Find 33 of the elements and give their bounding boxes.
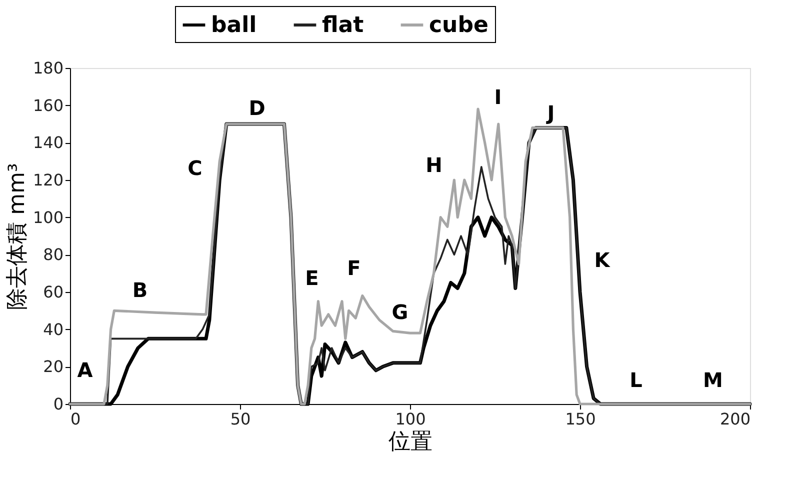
y-axis-title: 除去体積 mm³ <box>4 163 30 310</box>
y-tick-label: 0 <box>53 394 64 414</box>
y-tick-label: 160 <box>32 96 64 115</box>
y-tick-label: 60 <box>43 282 64 302</box>
y-tick-label: 120 <box>32 170 64 190</box>
annotation: C <box>188 156 202 180</box>
y-tick-label: 180 <box>32 58 64 78</box>
legend-label: ball <box>211 13 257 38</box>
annotation: H <box>426 153 442 177</box>
y-tick-label: 140 <box>32 133 64 152</box>
x-tick-label: 50 <box>230 410 251 428</box>
annotation: J <box>545 101 555 125</box>
annotation: L <box>630 368 643 392</box>
annotation: F <box>347 256 361 280</box>
annotation: E <box>305 266 319 290</box>
annotation: D <box>248 96 266 120</box>
x-axis-title: 位置 <box>388 430 432 454</box>
legend-label: flat <box>322 13 364 38</box>
annotation: G <box>392 300 408 324</box>
x-tick-label: 150 <box>565 410 596 428</box>
annotation: M <box>703 368 723 392</box>
x-tick-label: 0 <box>70 410 81 428</box>
annotation: A <box>77 358 94 382</box>
x-tick-label: 100 <box>395 410 426 428</box>
y-tick-label: 20 <box>43 357 64 376</box>
annotation: B <box>132 278 148 302</box>
y-tick-label: 80 <box>43 245 64 264</box>
y-tick-label: 100 <box>32 208 64 227</box>
legend-label: cube <box>429 13 488 38</box>
y-tick-label: 40 <box>43 320 64 339</box>
x-tick-label: 200 <box>720 410 750 428</box>
annotation: I <box>494 85 502 109</box>
annotation: K <box>594 248 612 272</box>
